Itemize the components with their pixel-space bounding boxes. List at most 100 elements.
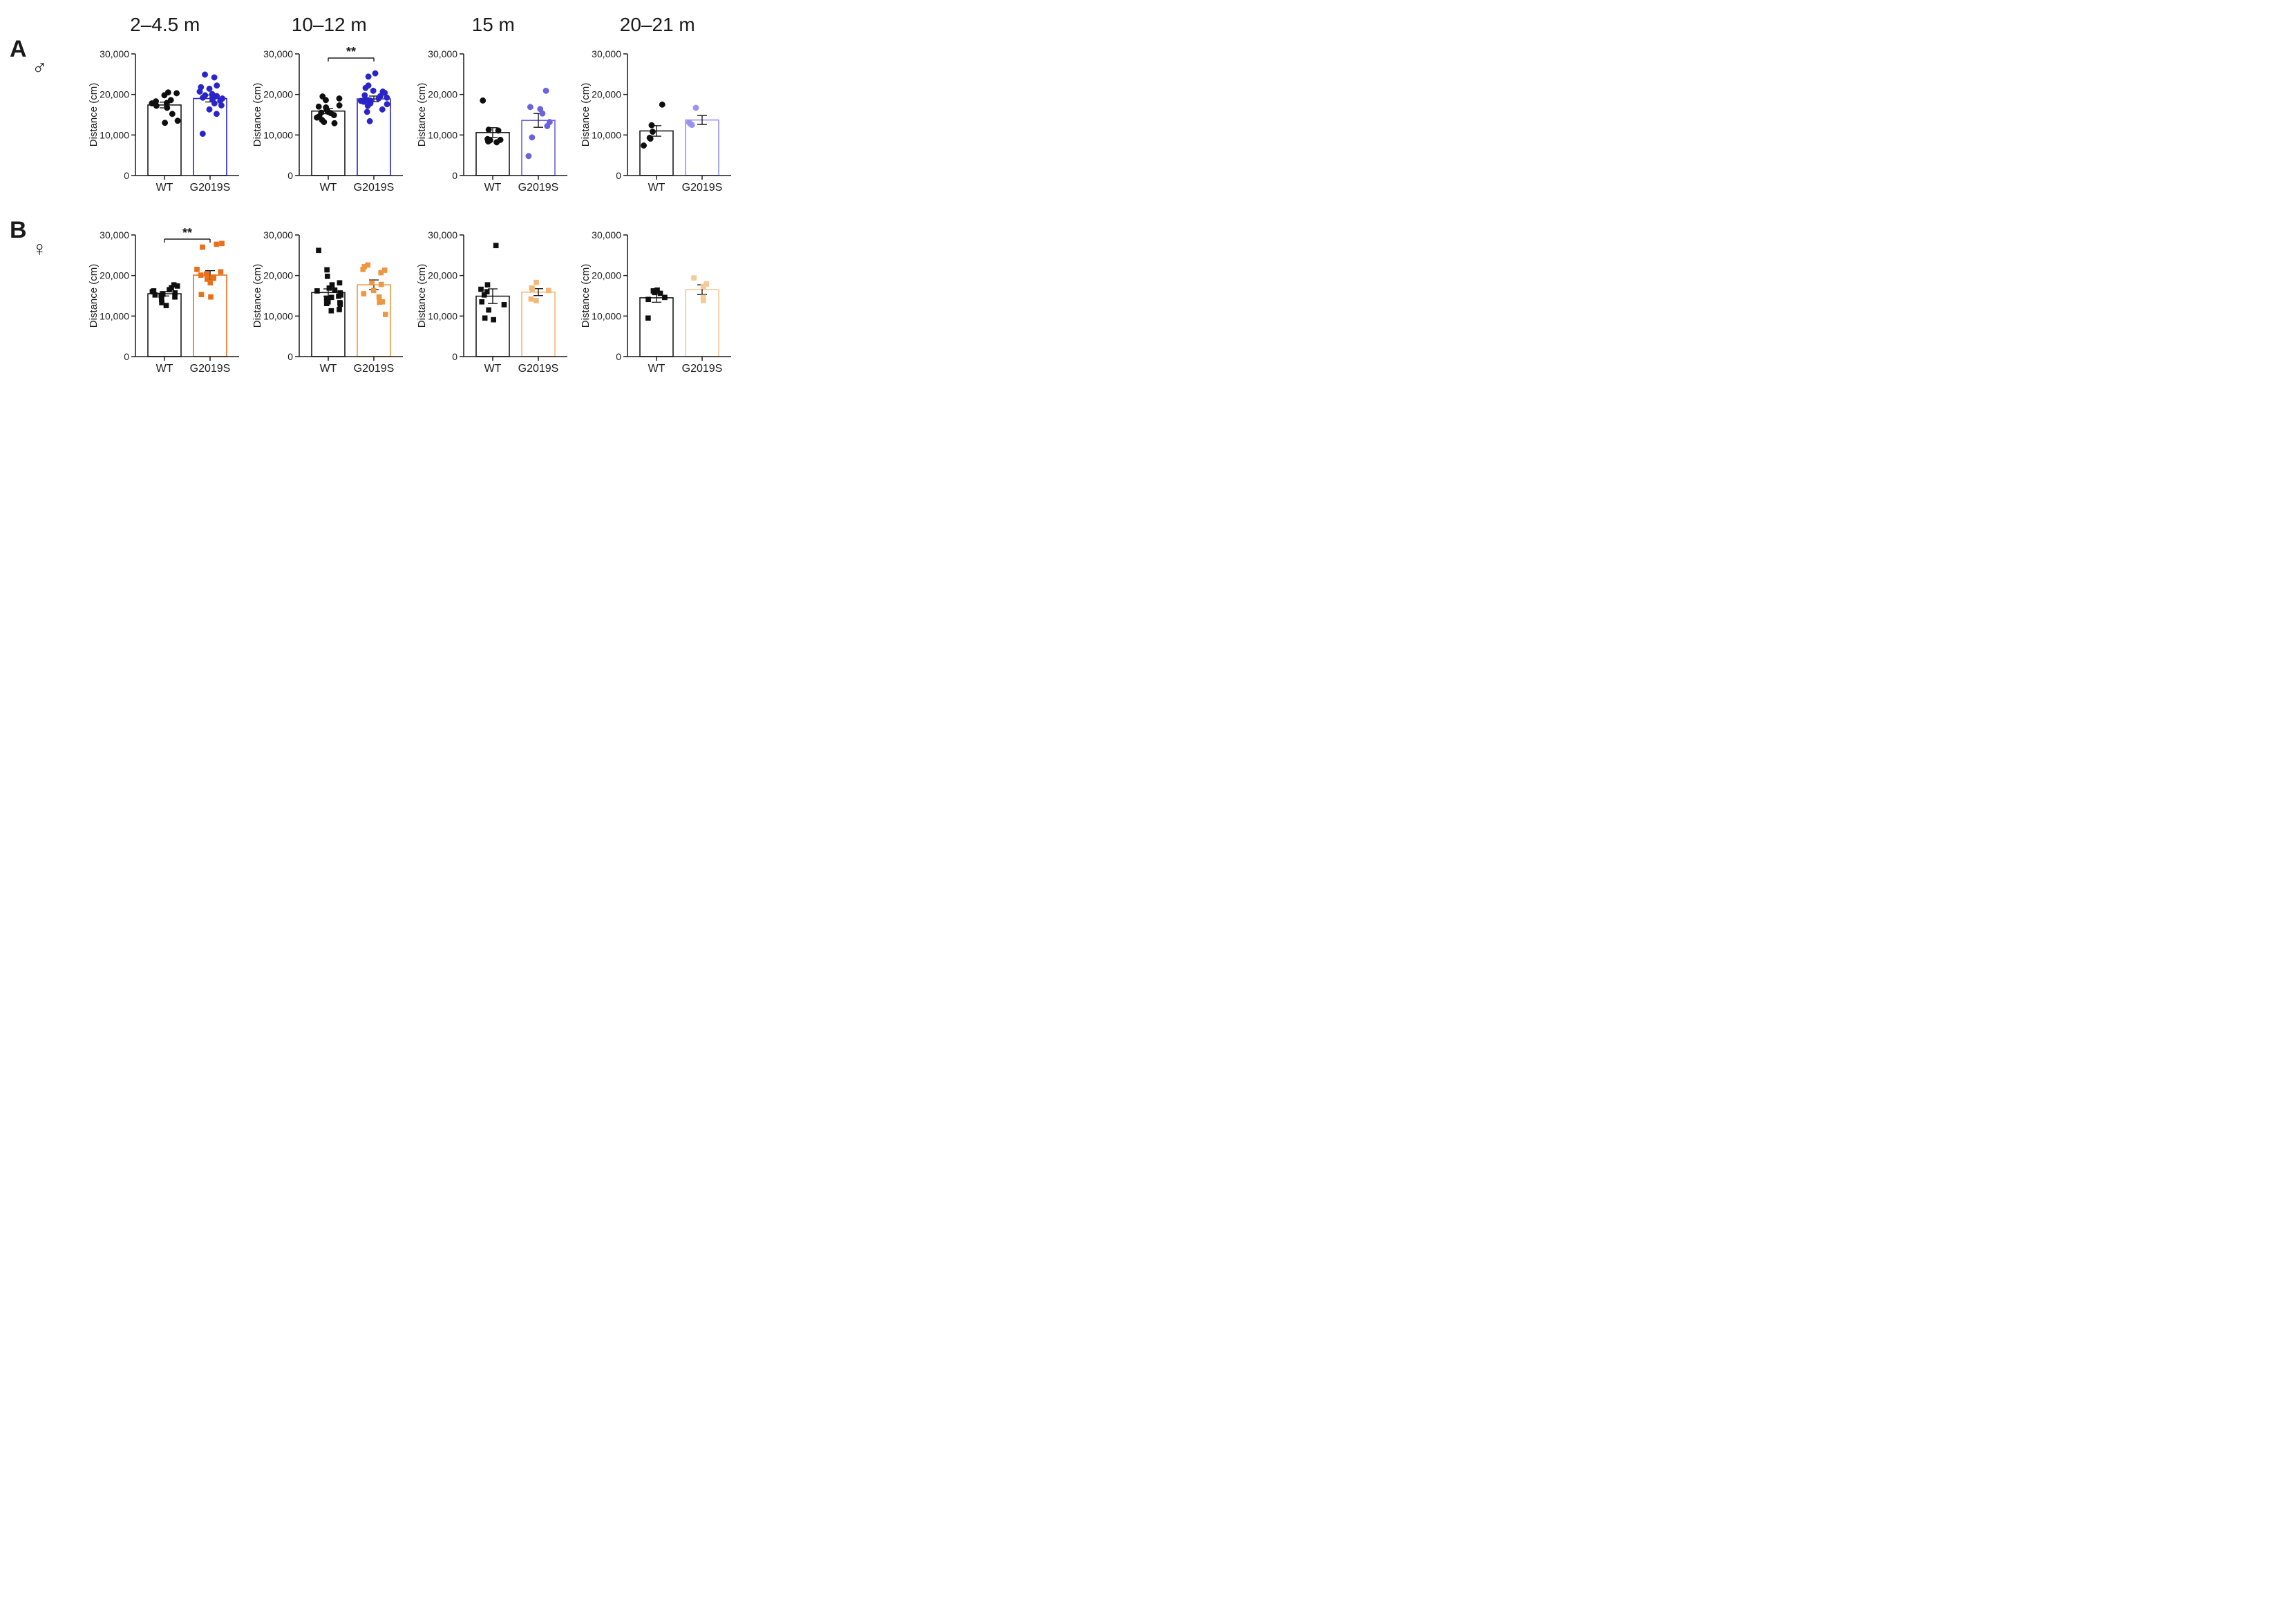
data-point — [546, 288, 551, 293]
data-point — [211, 100, 217, 106]
data-point — [543, 88, 549, 93]
y-tick-label: 20,000 — [263, 270, 293, 281]
data-point — [366, 83, 371, 88]
chart-row-female: Distance (cm) 0 10,000 20,000 30,000 WT G2019S… — [83, 223, 739, 388]
data-point — [377, 294, 381, 299]
y-tick-label: 20,000 — [428, 270, 457, 281]
data-point — [172, 290, 177, 295]
data-point — [337, 294, 341, 299]
data-point — [207, 106, 212, 112]
data-point — [337, 95, 342, 101]
y-tick-label: 30,000 — [100, 229, 129, 240]
data-point — [315, 288, 320, 293]
chart-cell: Distance (cm)010,00020,00030,000WTG2019S — [411, 223, 576, 388]
data-point — [361, 291, 366, 296]
data-point — [525, 153, 531, 159]
data-point — [484, 136, 490, 142]
data-point — [198, 273, 203, 278]
y-tick-label: 30,000 — [592, 48, 621, 59]
y-tick-label: 30,000 — [263, 229, 293, 240]
y-axis-label: Distance (cm) — [580, 264, 592, 328]
chart-cell: Distance (cm)010,00020,00030,000WTG2019S — [247, 223, 412, 388]
data-point — [324, 107, 330, 113]
bar — [640, 131, 673, 176]
column-headers: 2–4.5 m 10–12 m 15 m 20–21 m — [83, 14, 739, 36]
y-tick-label: 10,000 — [592, 129, 621, 140]
data-point — [151, 288, 156, 293]
y-tick-label: 10,000 — [100, 129, 129, 140]
panel-label-A: A — [10, 36, 27, 63]
data-point — [219, 95, 225, 101]
data-point — [204, 272, 209, 276]
data-point — [547, 119, 552, 124]
y-axis-label: Distance (cm) — [88, 264, 100, 328]
data-point — [539, 111, 545, 116]
data-point — [332, 287, 337, 292]
data-point — [663, 295, 668, 300]
data-point — [332, 120, 337, 126]
data-point — [208, 294, 213, 299]
y-tick-label: 30,000 — [263, 48, 293, 59]
data-point — [161, 93, 167, 98]
y-tick-label: 0 — [124, 351, 129, 362]
data-point — [198, 84, 203, 90]
chart-cell: Distance (cm)010,00020,00030,000WTG2019S — [576, 223, 740, 388]
data-point — [337, 307, 342, 312]
data-point — [160, 292, 165, 296]
data-point — [337, 102, 342, 108]
bar-scatter-chart: Distance (cm)010,00020,00030,000WTG2019S — [86, 41, 245, 207]
y-tick-label: 0 — [287, 351, 293, 362]
y-tick-label: 30,000 — [592, 229, 621, 240]
x-tick-label: G2019S — [682, 363, 723, 375]
data-point — [164, 105, 169, 111]
bar — [312, 111, 345, 176]
y-tick-label: 30,000 — [428, 229, 457, 240]
y-axis-label: Distance (cm) — [252, 83, 263, 147]
data-point — [379, 106, 385, 112]
y-tick-label: 20,000 — [100, 270, 129, 281]
data-point — [646, 316, 651, 321]
data-point — [484, 290, 489, 294]
y-tick-label: 0 — [616, 351, 621, 362]
data-point — [219, 241, 224, 246]
x-tick-label: G2019S — [189, 363, 230, 375]
bar-scatter-chart: Distance (cm) 0 10,000 20,000 30,000 WT G2019S… — [86, 223, 245, 388]
data-point — [320, 93, 325, 99]
data-point — [153, 98, 158, 104]
x-tick-label: G2019S — [518, 363, 558, 375]
data-point — [379, 282, 384, 287]
female-icon: ♀ — [32, 238, 48, 261]
data-point — [693, 105, 699, 111]
y-tick-label: 0 — [452, 170, 457, 181]
data-point — [337, 281, 342, 285]
x-tick-label: WT — [484, 182, 501, 193]
row-B: B ♀ Distance (cm)010,00020,00030,000WTG2… — [7, 223, 739, 388]
y-axis-label: Distance (cm) — [252, 264, 263, 328]
data-point — [175, 118, 180, 124]
data-point — [380, 299, 385, 304]
x-tick-label: WT — [155, 363, 173, 375]
data-point — [533, 280, 538, 285]
data-point — [650, 129, 655, 134]
data-point — [368, 97, 373, 103]
figure-root: 2–4.5 m 10–12 m 15 m 20–21 m A ♂ Distanc… — [0, 0, 746, 424]
bar — [357, 99, 390, 176]
chart-cell: Distance (cm)010,00020,00030,000WTG2019S — [576, 41, 740, 207]
y-tick-label: 0 — [452, 351, 457, 362]
data-point — [529, 135, 534, 140]
data-point — [364, 109, 370, 115]
data-point — [480, 97, 485, 103]
data-point — [329, 308, 334, 313]
row-A: A ♂ Distance (cm)010,00020,00030,000WTG2… — [7, 41, 739, 207]
data-point — [202, 93, 207, 98]
data-point — [169, 111, 175, 117]
bar — [522, 120, 555, 176]
data-point — [382, 267, 387, 272]
data-point — [366, 74, 371, 79]
chart-cell: Distance (cm)010,00020,00030,000WTG2019S — [411, 41, 576, 207]
data-point — [370, 281, 375, 285]
data-point — [380, 88, 386, 94]
y-tick-label: 10,000 — [100, 310, 129, 321]
x-tick-label: WT — [648, 363, 665, 375]
data-point — [366, 263, 370, 267]
